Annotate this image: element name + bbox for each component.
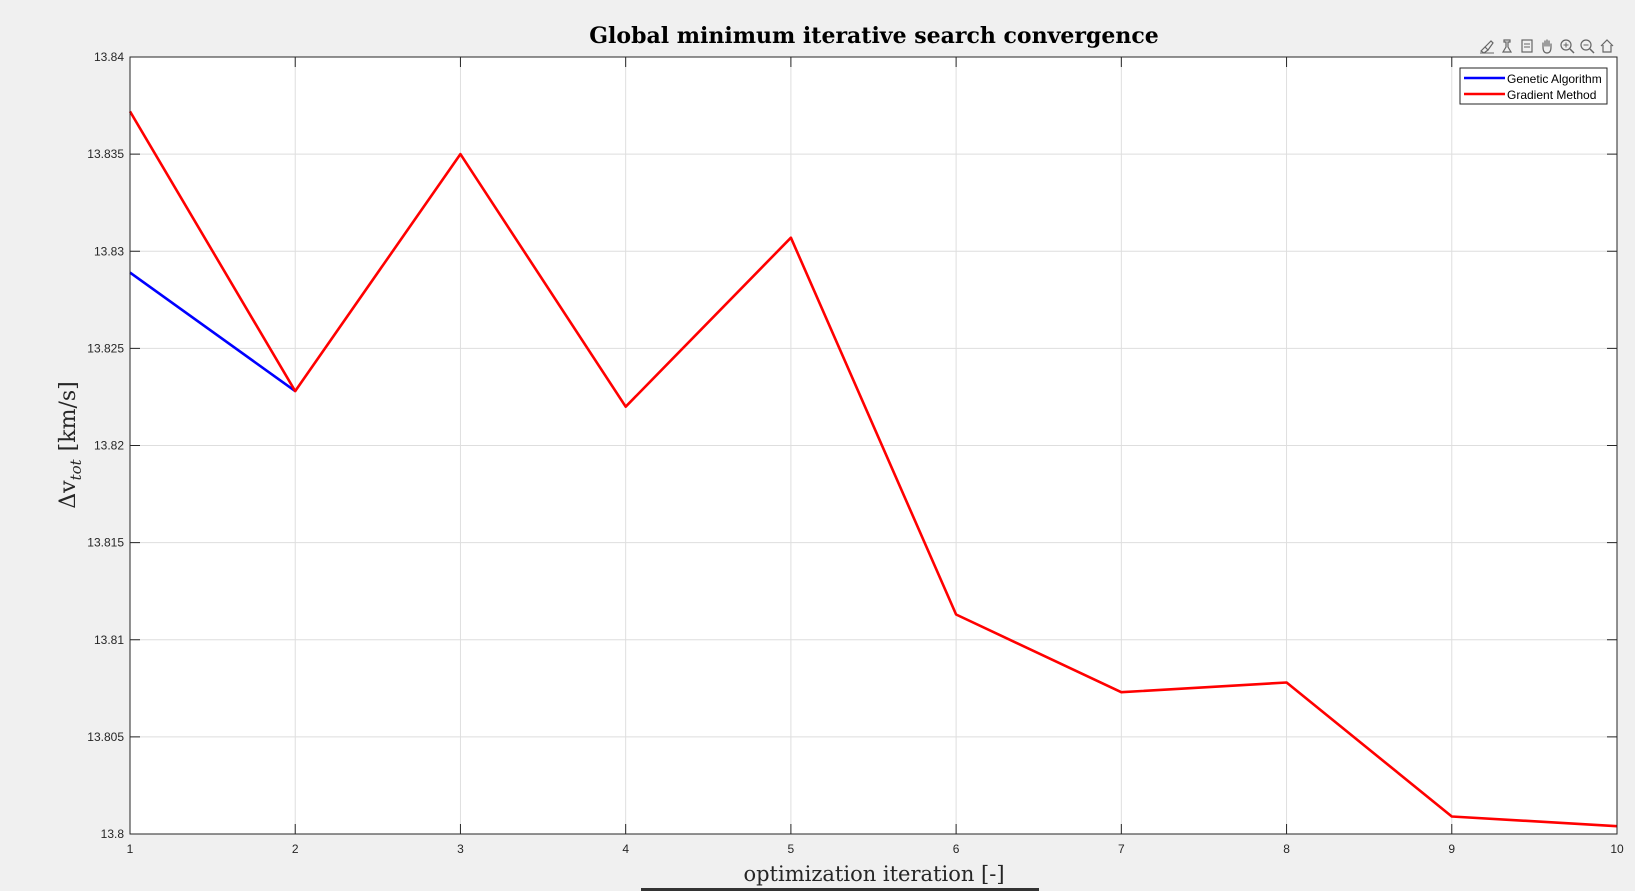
y-tick-label: 13.8 <box>101 827 125 841</box>
axes-toolbar <box>1478 36 1616 56</box>
x-tick-label: 7 <box>1118 842 1125 856</box>
series-line-genetic-algorithm <box>129 271 296 393</box>
brush-icon[interactable] <box>1478 37 1496 55</box>
x-tick-labels: 1 2 3 4 5 6 7 8 9 10 <box>127 842 1624 856</box>
y-tick-label: 13.83 <box>94 244 124 258</box>
y-axis-label-unit: [km/s] <box>56 381 81 451</box>
series-layer <box>128 110 1618 828</box>
legend-label-gradient: Gradient Method <box>1507 88 1596 102</box>
zoom-out-icon[interactable] <box>1578 37 1596 55</box>
y-tick-label: 13.81 <box>94 633 124 647</box>
home-icon[interactable] <box>1598 37 1616 55</box>
y-tick-label: 13.815 <box>87 536 124 550</box>
y-tick-label: 13.805 <box>87 730 124 744</box>
zoom-in-icon[interactable] <box>1558 37 1576 55</box>
pan-icon[interactable] <box>1538 37 1556 55</box>
y-tick-label: 13.835 <box>87 147 124 161</box>
series-line-gradient-method <box>128 110 1618 828</box>
x-tick-label: 1 <box>127 842 134 856</box>
x-tick-label: 2 <box>292 842 299 856</box>
y-tick-label: 13.84 <box>94 50 124 64</box>
legend[interactable]: Genetic Algorithm Gradient Method <box>1459 67 1608 105</box>
x-axis-label: optimization iteration [-] <box>743 862 1004 886</box>
ticks <box>129 56 1618 835</box>
x-tick-label: 4 <box>622 842 629 856</box>
x-tick-label: 9 <box>1448 842 1455 856</box>
window-bottom-bar <box>641 888 1039 891</box>
y-axis-label-main: Δv <box>56 480 81 509</box>
y-axis-label-sub: tot <box>67 458 85 480</box>
data-tips-icon[interactable] <box>1498 37 1516 55</box>
y-tick-label: 13.825 <box>87 341 124 355</box>
x-tick-label: 3 <box>457 842 464 856</box>
y-axis-label: Δvtot [km/s] <box>56 381 85 508</box>
x-tick-label: 6 <box>953 842 960 856</box>
y-tick-label: 13.82 <box>94 439 124 453</box>
x-tick-label: 8 <box>1283 842 1290 856</box>
legend-label-genetic: Genetic Algorithm <box>1507 72 1602 86</box>
x-tick-label: 10 <box>1610 842 1624 856</box>
chart-title: Global minimum iterative search converge… <box>589 23 1158 49</box>
legend-box <box>1459 67 1608 105</box>
x-tick-label: 5 <box>788 842 795 856</box>
y-tick-labels: 13.8 13.805 13.81 13.815 13.82 13.825 13.83 13.… <box>87 50 124 841</box>
restore-icon[interactable] <box>1518 37 1536 55</box>
